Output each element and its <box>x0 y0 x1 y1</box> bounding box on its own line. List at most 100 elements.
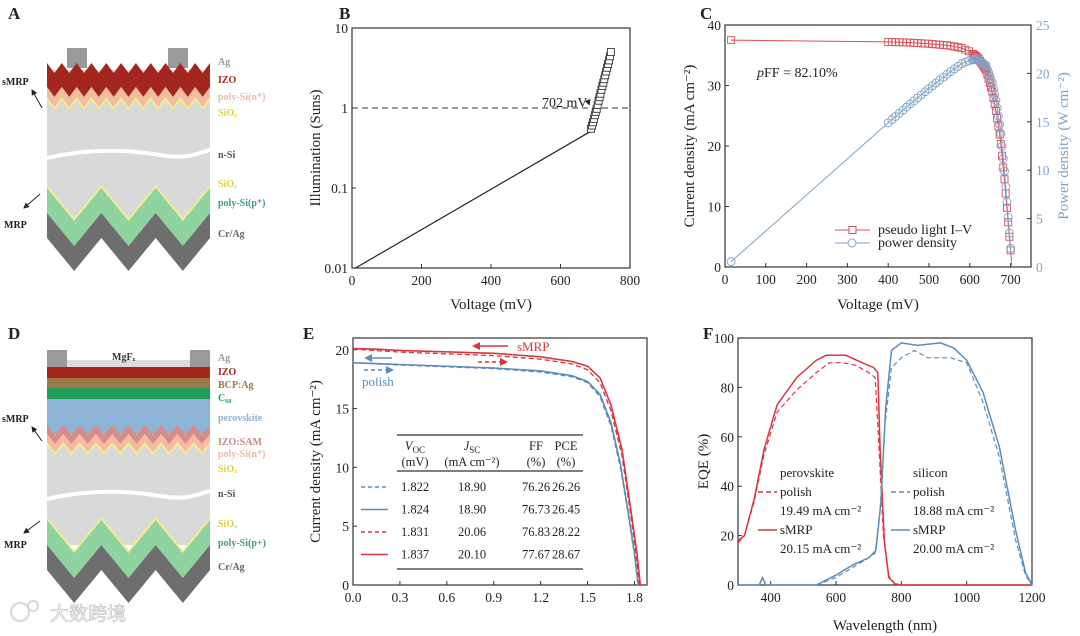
legend-circle-marker-icon <box>847 238 857 248</box>
power-data-point-marker <box>998 154 1008 164</box>
watermark-logo-icon <box>10 602 30 622</box>
y-tick-label: 80 <box>721 380 735 395</box>
power-data-point-marker <box>987 78 997 88</box>
mrp-arrow-icon <box>23 520 41 534</box>
table-header-main: J <box>464 439 471 453</box>
layer-label-izo-sam: IZO:SAM <box>218 437 262 448</box>
layer-label-perovskite: perovskite <box>218 413 263 424</box>
table-cell: 26.45 <box>552 503 580 517</box>
x-tick-label: 700 <box>1000 272 1021 287</box>
legend-label: power density <box>878 236 957 251</box>
layer-label-nsi: n-Si <box>218 150 235 161</box>
wafer-break <box>46 489 211 501</box>
y-tick-label: 0.01 <box>324 261 348 276</box>
table-cell: 26.26 <box>552 480 580 494</box>
mgfx-label: MgFₓ <box>112 352 136 363</box>
x-tick-label: 1.5 <box>579 590 596 605</box>
panel-label-d: D <box>8 324 20 343</box>
y-tick-label: 10 <box>335 21 349 36</box>
plot-frame <box>737 337 1033 586</box>
y-axis-label: Illumination (Suns) <box>308 89 324 206</box>
legend-square-marker-icon <box>848 226 857 234</box>
x-tick-label: 300 <box>837 272 858 287</box>
wafer-break <box>46 148 211 160</box>
eqe-curve <box>737 354 1032 586</box>
legend-group-title: perovskite <box>780 465 834 480</box>
power-data-point-marker <box>989 84 998 94</box>
layer-label-nsi: n-Si <box>218 489 235 500</box>
x-tick-label: 600 <box>960 272 981 287</box>
layer-label-bcp-ag: BCP:Ag <box>218 380 254 391</box>
layer-label-crag: Cr/Ag <box>218 229 245 240</box>
siox-layer <box>47 97 210 110</box>
mgfx-layer <box>67 360 190 367</box>
pff-prefix: p <box>756 66 764 81</box>
eqe-curve <box>738 342 1033 586</box>
y-right-tick-label: 15 <box>1036 115 1050 130</box>
arrow-head-icon <box>364 354 372 362</box>
x-tick-label: 0.0 <box>345 590 362 605</box>
polish-annotation: polish <box>362 374 394 389</box>
x-tick-label: 0.3 <box>391 590 408 605</box>
iv-data-point-marker <box>996 139 1005 148</box>
arrow-head-icon <box>472 342 480 350</box>
x-tick-label: 1.8 <box>626 590 643 605</box>
y-tick-label: 0 <box>727 578 734 593</box>
power-data-point-marker <box>1000 166 1009 176</box>
cell-structure-diagram-d <box>46 350 211 603</box>
chart-b-illumination-voltage: 0 200 400 600 800 0.01 0.1 1 10 Voltage (mV) Illum… <box>308 21 640 313</box>
y-tick-label: 60 <box>721 430 735 445</box>
y-tick-label: 100 <box>714 331 735 346</box>
x-tick-label: 600 <box>550 273 571 288</box>
y-tick-label: 1 <box>341 101 348 116</box>
table-cell: 1.831 <box>401 525 429 539</box>
power-data-point-marker <box>1004 228 1014 238</box>
power-data-point-marker <box>1006 243 1016 253</box>
poly-si-p-layer <box>47 520 210 578</box>
x-tick-label: 200 <box>411 273 432 288</box>
table-header: PCE <box>555 439 578 453</box>
legend-jsc: 18.88 mA cm⁻² <box>913 503 994 518</box>
table-cell: 77.67 <box>522 548 550 562</box>
c60-layer <box>47 388 210 399</box>
izo-layer <box>47 367 210 378</box>
y-right-tick-label: 10 <box>1036 163 1050 178</box>
table-cell: 1.837 <box>401 548 429 562</box>
smrp-arrow-icon <box>31 89 43 109</box>
table-header-unit: (mV) <box>401 455 428 469</box>
y-right-axis-label: Power density (W cm⁻²) <box>1056 72 1072 220</box>
voc-annotation: 702 mV <box>542 96 588 111</box>
table-header-main: V <box>405 439 414 453</box>
ag-contact <box>190 350 210 367</box>
power-data-point-marker <box>997 141 1007 151</box>
table-cell: 76.83 <box>522 525 550 539</box>
arrow-head-icon <box>500 358 508 366</box>
panel-label-b: B <box>339 4 350 23</box>
table-cell: 76.26 <box>522 480 550 494</box>
power-data-point-marker <box>964 56 974 66</box>
table-cell: 1.822 <box>401 480 429 494</box>
y-tick-label: 20 <box>336 343 350 358</box>
power-data-point-marker <box>986 75 996 85</box>
annotation-arrow-icon <box>584 98 591 106</box>
power-data-point-marker <box>995 119 1005 129</box>
table-header-main: FF <box>529 439 543 453</box>
layer-label-poly-n: poly-Si(n⁺) <box>218 449 266 460</box>
layer-label-poly-p: poly-Si(p⁺) <box>218 198 266 209</box>
smrp-annotation: sMRP <box>2 414 29 425</box>
power-data-point-marker <box>990 90 1000 100</box>
layer-label-siox-top: SiOₓ <box>218 464 237 475</box>
table-header-unit: (%) <box>527 455 546 469</box>
plot-frame <box>352 337 648 586</box>
table-header: JSC <box>464 439 481 455</box>
table-cell: 18.90 <box>458 503 486 517</box>
x-axis-label: Voltage (mV) <box>837 297 919 313</box>
power-data-point-marker <box>1001 182 1011 191</box>
diagram-a-labels: Ag IZO poly-Si(n⁺) SiOₓ n-Si SiOₓ poly-S… <box>2 57 266 240</box>
table-header: FF <box>529 439 543 453</box>
legend-label: sMRP <box>780 522 813 537</box>
legend-label: polish <box>913 484 945 499</box>
mrp-annotation: MRP <box>4 540 27 551</box>
table-cell: 20.06 <box>458 525 486 539</box>
